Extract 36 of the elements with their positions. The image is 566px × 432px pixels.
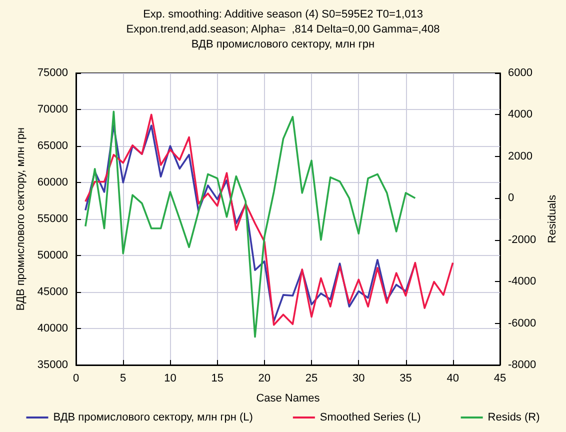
y-tick-label: 35000: [37, 359, 68, 371]
y2-axis-title: Residuals: [546, 194, 558, 244]
legend-label: ВДВ промислового сектору, млн грн (L): [53, 412, 253, 424]
x-tick-label: 25: [305, 372, 318, 384]
x-tick-label: 15: [211, 372, 224, 384]
y-tick-label: 75000: [37, 67, 68, 79]
y2-tick-label: -8000: [508, 359, 536, 371]
y-tick-label: 60000: [37, 176, 68, 188]
legend-label: Smoothed Series (L): [320, 412, 421, 424]
chart-subtitle: Expon.trend,add.season; Alpha= ,814 Delta=0,00 Gamma=,408 ВДВ промислового сектору, млн грн: [126, 24, 440, 50]
line-series: [84, 114, 454, 326]
x-tick-label: 45: [494, 372, 506, 384]
x-tick-label: 0: [72, 372, 80, 384]
x-tick-label: 35: [400, 372, 412, 384]
y-tick-label: 70000: [37, 104, 68, 116]
y-tick-label: 45000: [37, 286, 68, 298]
x-tick-label: 30: [352, 372, 365, 384]
y-tick-label: 50000: [37, 250, 68, 262]
y2-tick-label: 4000: [508, 108, 532, 121]
y-axis-title: ВДВ промислового сектору, млн грн: [15, 127, 28, 311]
x-axis-title: Case Names: [256, 392, 320, 404]
y2-tick-label: -2000: [508, 234, 536, 246]
x-tick-label: 10: [164, 372, 176, 384]
legend-label: Resids (R): [488, 412, 540, 424]
y-tick-label: 40000: [37, 322, 68, 334]
x-tick-label: 40: [446, 372, 459, 384]
x-tick-label: 20: [258, 372, 271, 384]
y2-tick-label: 6000: [508, 67, 532, 79]
y2-tick-label: -6000: [508, 317, 536, 330]
y-tick-label: 65000: [37, 140, 68, 152]
y2-tick-label: 0: [508, 192, 514, 204]
y2-tick-label: 2000: [508, 150, 532, 162]
y-tick-label: 55000: [37, 213, 68, 225]
chart-title: Exp. smoothing: Additive season (4) S0=595E2 T0=1,013: [143, 8, 423, 20]
y2-tick-label: -4000: [508, 276, 536, 288]
x-tick-label: 5: [120, 372, 126, 384]
